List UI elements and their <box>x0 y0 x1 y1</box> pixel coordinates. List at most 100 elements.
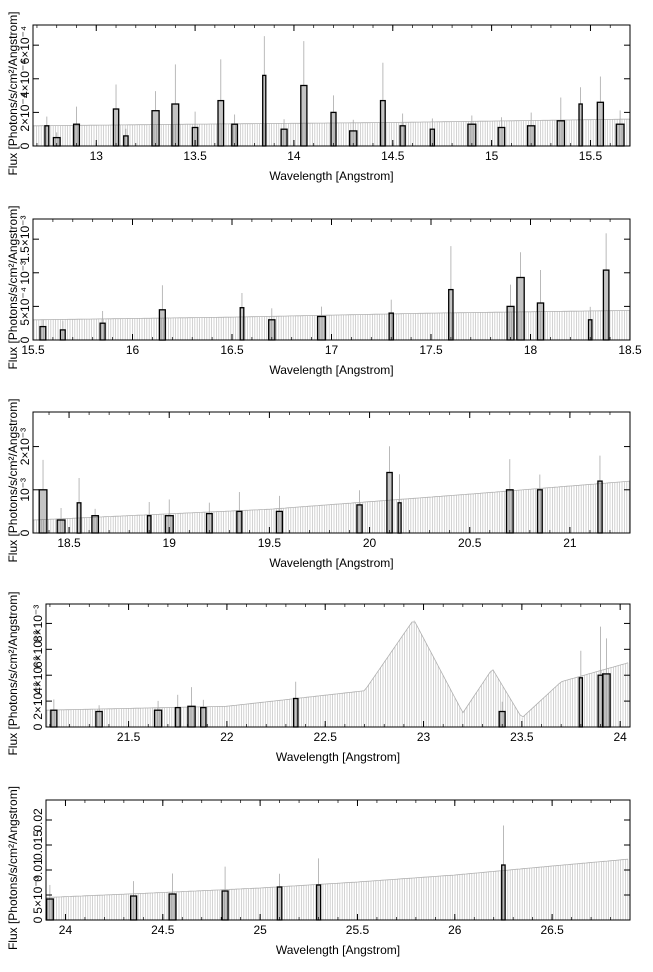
x-tick-label: 22.5 <box>314 730 338 744</box>
y-tick-label: 2×10⁻³ <box>31 682 45 719</box>
data-bin <box>200 706 207 728</box>
data-bin <box>123 135 129 147</box>
data-bin <box>45 898 54 921</box>
x-axis-title: Wavelength [Angstrom] <box>269 363 393 377</box>
model-band <box>46 620 629 727</box>
y-tick-label: 5×10⁻⁴ <box>18 287 32 326</box>
axes-frame <box>32 24 631 147</box>
x-tick-label: 21 <box>563 536 577 550</box>
data-bin <box>171 103 180 147</box>
x-tick-label: 14.5 <box>381 149 405 163</box>
data-bin <box>236 510 243 534</box>
x-tick-label: 17 <box>325 343 339 357</box>
y-tick-label: 1.5×10⁻³ <box>18 215 32 262</box>
data-bin <box>38 489 48 534</box>
data-bin <box>231 123 239 147</box>
x-axis-title: Wavelength [Angstrom] <box>276 943 400 957</box>
x-axis-title: Wavelength [Angstrom] <box>269 169 393 183</box>
data-bin <box>602 269 610 341</box>
data-bin <box>556 120 566 147</box>
y-axis-title: Flux [Photons/s/cm²/Angstrom] <box>6 205 20 369</box>
data-bin <box>95 710 103 728</box>
x-tick-label: 15.5 <box>579 149 603 163</box>
data-bin <box>388 312 394 341</box>
data-bin <box>397 502 402 534</box>
y-ticks: 0 5×10⁻⁴ 10⁻³1.5×10⁻³ <box>18 215 630 343</box>
y-tick-label: 10⁻³ <box>18 478 32 502</box>
y-tick-label: 0 <box>18 336 32 343</box>
data-bin <box>497 126 506 147</box>
y-tick-label: 6×10⁻³ <box>31 631 45 668</box>
data-bin <box>399 125 406 147</box>
data-bin <box>239 307 245 341</box>
x-ticks: 15.5 16 16.5 17 17.5 18 18.5 <box>21 219 642 357</box>
y-ticks: 0 10⁻³ 2×10⁻³ <box>18 428 630 536</box>
data-bin <box>300 84 308 147</box>
data-bin <box>615 123 625 147</box>
y-tick-label: 0.02 <box>31 808 45 832</box>
data-bin <box>536 489 543 534</box>
data-bin <box>129 895 138 921</box>
x-axis-title: Wavelength [Angstrom] <box>269 556 393 570</box>
data-series <box>39 233 610 341</box>
data-bin <box>316 315 327 341</box>
data-bin <box>44 125 50 147</box>
x-ticks: 24 24.5 25 25.5 26 26.5 <box>45 800 611 937</box>
data-bin <box>602 673 611 728</box>
x-tick-label: 13 <box>90 149 104 163</box>
x-tick-label: 14 <box>287 149 301 163</box>
x-tick-label: 25 <box>253 923 267 937</box>
data-bin <box>72 123 81 147</box>
x-ticks: 21.5 22 22.5 23 23.5 24 <box>49 604 627 744</box>
data-bin <box>578 103 583 147</box>
y-tick-label: 4×10⁻³ <box>31 657 45 694</box>
y-tick-label: 0.015 <box>31 830 45 860</box>
data-bin <box>76 502 82 534</box>
data-bin <box>91 515 100 534</box>
y-tick-label: 4×10⁻⁴ <box>18 60 32 99</box>
axes-frame <box>32 411 631 534</box>
x-tick-label: 22 <box>220 730 234 744</box>
x-tick-label: 24.5 <box>151 923 175 937</box>
model-line <box>45 858 629 898</box>
x-tick-label: 23 <box>417 730 431 744</box>
chart-panel-4: 21.5 22 22.5 23 23.5 24 0 2×10⁻³4×10⁻³6×10⁻³8×1… <box>6 591 631 764</box>
x-tick-label: 15.5 <box>21 343 45 357</box>
x-ticks: 13 13.5 14 14.5 15 15.5 <box>36 25 631 163</box>
data-bin <box>217 99 225 147</box>
chart-panel-1: 13 13.5 14 14.5 15 15.5 0 2×10⁻⁴4×10⁻⁴6×10⁻⁴ Wav… <box>6 11 631 183</box>
model-line <box>33 310 631 321</box>
model-line <box>32 480 631 521</box>
y-tick-label: 0.01 <box>31 858 45 882</box>
y-tick-label: 0 <box>31 723 45 730</box>
data-bin <box>356 504 363 534</box>
y-ticks: 0 2×10⁻⁴4×10⁻⁴6×10⁻⁴ <box>18 26 630 149</box>
data-bin <box>330 111 337 147</box>
x-tick-label: 23.5 <box>510 730 534 744</box>
data-bin <box>587 319 593 341</box>
x-ticks: 18.5 19 19.5 20 20.5 21 <box>48 412 611 550</box>
data-bin <box>536 302 545 341</box>
data-bin <box>153 709 163 728</box>
y-axis-title: Flux [Photons/s/cm²/Angstrom] <box>6 398 20 562</box>
x-tick-label: 16 <box>126 343 140 357</box>
data-bin <box>596 101 605 147</box>
chart-panel-3: 18.5 19 19.5 20 20.5 21 0 10⁻³ 2×10⁻³ Wavelength … <box>6 398 631 570</box>
data-bin <box>39 325 47 341</box>
x-tick-label: 25.5 <box>346 923 370 937</box>
data-bin <box>168 893 177 921</box>
data-bin <box>221 890 229 921</box>
x-tick-label: 19 <box>163 536 177 550</box>
x-axis-title: Wavelength [Angstrom] <box>276 750 400 764</box>
y-ticks: 0 2×10⁻³4×10⁻³6×10⁻³8×10⁻³ <box>31 605 630 730</box>
x-tick-label: 17.5 <box>419 343 443 357</box>
data-bin <box>268 319 276 341</box>
data-bin <box>578 677 584 728</box>
x-tick-label: 15 <box>485 149 499 163</box>
x-tick-label: 18.5 <box>618 343 642 357</box>
x-tick-label: 13.5 <box>183 149 207 163</box>
data-bin <box>187 705 196 728</box>
data-bin <box>379 99 386 147</box>
